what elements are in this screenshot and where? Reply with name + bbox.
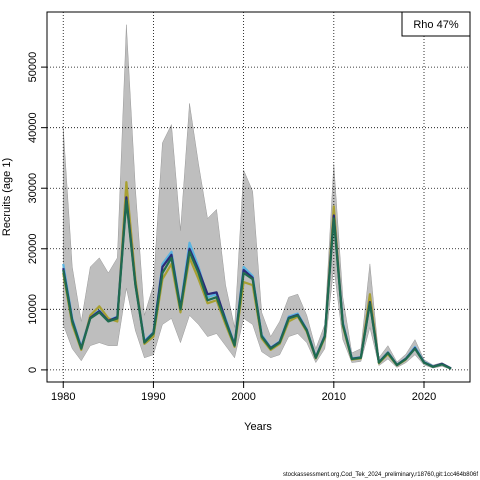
plot-frame xyxy=(46,11,471,383)
legend-text: Rho 47% xyxy=(413,19,458,31)
y-tick-label: 40000 xyxy=(27,112,39,143)
y-tick-label: 30000 xyxy=(27,173,39,204)
x-tick-label: 2000 xyxy=(231,391,255,403)
x-tick-label: 2020 xyxy=(412,391,436,403)
series-line xyxy=(62,199,452,370)
x-tick-label: 2010 xyxy=(322,391,346,403)
x-axis-label: Years xyxy=(244,421,272,433)
x-tick-label: 1990 xyxy=(141,391,165,403)
x-tick-label: 1980 xyxy=(51,391,75,403)
y-tick-label: 50000 xyxy=(27,52,39,83)
y-tick-label: 20000 xyxy=(27,233,39,264)
footer: stockassessment.org,Cod_Tek_2024_prelimi… xyxy=(283,472,478,478)
y-tick-label: 10000 xyxy=(27,294,39,325)
y-axis-label: Recruits (age 1) xyxy=(1,158,13,236)
y-tick-label: 0 xyxy=(27,367,39,373)
legend-box xyxy=(401,11,471,37)
